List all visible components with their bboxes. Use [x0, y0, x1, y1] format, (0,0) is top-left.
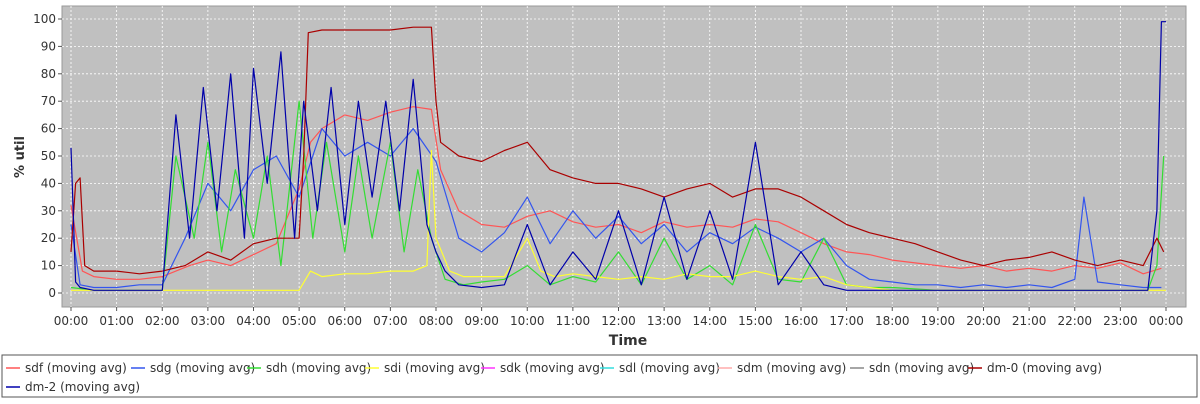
legend-label: sdn (moving avg) — [869, 361, 974, 375]
x-tick-label: 03:00 — [191, 314, 226, 328]
y-tick-label: 70 — [41, 94, 56, 108]
x-tick-label: 23:00 — [1103, 314, 1138, 328]
x-tick-label: 06:00 — [327, 314, 362, 328]
series-line-dm-2 — [70, 21, 1166, 291]
x-tick-label: 16:00 — [784, 314, 819, 328]
x-tick-label: 09:00 — [464, 314, 499, 328]
series-line-dm-0 — [70, 26, 1165, 275]
legend-item: dm-0 (moving avg) — [968, 361, 1102, 375]
x-tick-label: 12:00 — [601, 314, 636, 328]
x-tick-label: 22:00 — [1057, 314, 1092, 328]
legend-label: sdf (moving avg) — [25, 361, 127, 375]
legend-item: sdh (moving avg) — [247, 361, 371, 375]
x-tick-label: 20:00 — [966, 314, 1001, 328]
legend-label: sdm (moving avg) — [737, 361, 846, 375]
y-axis: 0 10 20 30 40 50 60 70 80 90 100 — [33, 12, 62, 300]
legend-item: sdn (moving avg) — [850, 361, 974, 375]
legend-item: sdm (moving avg) — [718, 361, 846, 375]
plot-area — [61, 5, 1187, 308]
legend-item: sdi (moving avg) — [365, 361, 485, 375]
x-tick-label: 04:00 — [236, 314, 271, 328]
x-tick-label: 08:00 — [419, 314, 454, 328]
y-axis-label: % util — [13, 136, 28, 178]
legend: sdf (moving avg) sdg (moving avg) sdh (mov… — [6, 361, 1102, 394]
x-tick-label: 10:00 — [510, 314, 545, 328]
legend-label: dm-2 (moving avg) — [25, 380, 140, 394]
series-line-sdg — [70, 128, 1162, 289]
y-tick-label: 20 — [41, 231, 56, 245]
legend-item: sdk (moving avg) — [481, 361, 605, 375]
y-tick-label: 0 — [48, 286, 56, 300]
x-tick-label: 00:00 — [54, 314, 89, 328]
y-tick-label: 80 — [41, 67, 56, 81]
x-tick-label: 05:00 — [282, 314, 317, 328]
x-tick-label: 00:00 — [1149, 314, 1184, 328]
legend-label: sdk (moving avg) — [500, 361, 605, 375]
y-tick-label: 40 — [41, 176, 56, 190]
legend-item: sdg (moving avg) — [131, 361, 255, 375]
y-tick-label: 100 — [33, 12, 56, 26]
x-axis: 00:00 01:00 02:00 03:00 04:00 05:00 06:00 07:00… — [54, 307, 1184, 328]
x-tick-label: 15:00 — [738, 314, 773, 328]
series-line-sdh — [70, 100, 1165, 291]
series-line-sdi — [71, 149, 1166, 291]
x-tick-label: 02:00 — [145, 314, 180, 328]
legend-label: sdh (moving avg) — [266, 361, 371, 375]
series-layer — [70, 21, 1166, 291]
y-tick-label: 10 — [41, 259, 56, 273]
x-tick-label: 17:00 — [829, 314, 864, 328]
x-tick-label: 11:00 — [556, 314, 591, 328]
x-tick-label: 14:00 — [692, 314, 727, 328]
x-tick-label: 19:00 — [921, 314, 956, 328]
legend-label: sdi (moving avg) — [384, 361, 485, 375]
legend-label: sdg (moving avg) — [150, 361, 255, 375]
y-tick-label: 60 — [41, 122, 56, 136]
legend-box — [1, 354, 1198, 398]
x-tick-label: 13:00 — [647, 314, 682, 328]
y-tick-label: 30 — [41, 204, 56, 218]
legend-label: sdl (moving avg) — [619, 361, 720, 375]
x-tick-label: 07:00 — [373, 314, 408, 328]
legend-item: sdl (moving avg) — [600, 361, 720, 375]
grid-lines — [62, 6, 1186, 307]
x-axis-label: Time — [609, 333, 647, 349]
legend-item: dm-2 (moving avg) — [6, 380, 140, 394]
legend-item: sdf (moving avg) — [6, 361, 127, 375]
series-line-sdf — [70, 106, 1162, 280]
x-tick-label: 21:00 — [1012, 314, 1047, 328]
legend-label: dm-0 (moving avg) — [987, 361, 1102, 375]
x-tick-label: 01:00 — [99, 314, 134, 328]
x-tick-label: 18:00 — [875, 314, 910, 328]
y-tick-label: 90 — [41, 39, 56, 53]
y-tick-label: 50 — [41, 149, 56, 163]
